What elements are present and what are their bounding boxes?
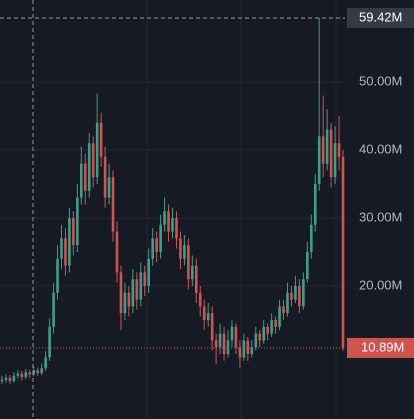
candle-body xyxy=(282,306,285,314)
candle-body xyxy=(194,265,198,293)
candle-body xyxy=(44,357,47,369)
candle-body xyxy=(12,375,16,382)
candle-body xyxy=(40,368,43,374)
candle-body xyxy=(64,238,67,266)
candles xyxy=(0,18,345,384)
candle-body xyxy=(266,326,269,334)
candle-body xyxy=(313,184,317,225)
candle-body xyxy=(238,347,242,358)
candle-body xyxy=(290,292,293,300)
candle-body xyxy=(278,306,281,327)
candle-body xyxy=(242,340,246,358)
candle-body xyxy=(286,292,289,314)
candle-body xyxy=(191,265,194,280)
candle-body xyxy=(246,340,250,354)
candle-body xyxy=(270,319,273,334)
candle-body xyxy=(306,251,309,280)
last-price-label: 10.89M xyxy=(361,339,404,354)
candle-body xyxy=(48,326,51,358)
crosshair-box xyxy=(347,7,414,28)
candle-body xyxy=(325,129,329,164)
candle-body xyxy=(341,156,345,348)
candle-body xyxy=(337,143,341,157)
candle-body xyxy=(4,377,8,380)
candle-body xyxy=(210,313,214,341)
candle-body xyxy=(171,217,174,232)
y-tick-label: 50.00M xyxy=(359,73,402,88)
candle-body xyxy=(262,326,265,341)
candle-body xyxy=(56,258,59,293)
candle-body xyxy=(76,197,79,246)
candle-body xyxy=(206,313,210,320)
candle-body xyxy=(91,143,95,178)
candle-body xyxy=(151,238,154,259)
candle-body xyxy=(298,285,301,307)
candle-body xyxy=(115,231,119,273)
candle-body xyxy=(0,379,4,382)
crosshair-label: 59.42M xyxy=(359,9,402,24)
candle-body xyxy=(103,156,107,198)
candle-body xyxy=(159,224,162,252)
candle-body xyxy=(155,238,158,252)
candle-body xyxy=(131,279,135,307)
candle-body xyxy=(147,258,151,286)
candle-body xyxy=(317,136,321,185)
candle-body xyxy=(175,217,178,239)
candle-body xyxy=(28,372,32,375)
candle-body xyxy=(16,373,20,376)
candle-body xyxy=(309,224,313,252)
candle-body xyxy=(179,238,182,259)
candle-body xyxy=(254,333,258,348)
candle-body xyxy=(218,333,222,348)
candle-body xyxy=(107,177,111,198)
y-tick-label: 20.00M xyxy=(359,277,402,292)
candle-body xyxy=(321,136,325,164)
candle-body xyxy=(274,319,277,327)
candle-body xyxy=(198,292,202,307)
candle-body xyxy=(123,292,127,314)
candle-body xyxy=(163,211,166,225)
candle-body xyxy=(135,279,139,300)
candle-body xyxy=(214,340,218,348)
y-tick-label: 40.00M xyxy=(359,141,402,156)
candle-body xyxy=(95,122,99,178)
candle-body xyxy=(119,272,123,314)
candle-body xyxy=(294,285,297,300)
candle-body xyxy=(87,143,91,191)
candle-body xyxy=(329,129,333,178)
y-tick-label: 30.00M xyxy=(359,209,402,224)
candle-body xyxy=(24,372,28,378)
candle-body xyxy=(20,373,24,378)
candle-body xyxy=(333,143,337,178)
candle-body xyxy=(8,377,12,382)
candle-body xyxy=(230,326,234,341)
candle-body xyxy=(111,177,115,232)
candle-body xyxy=(127,292,131,307)
candle-body xyxy=(60,238,63,259)
candle-body xyxy=(202,306,206,320)
candle-body xyxy=(167,211,170,232)
candle-body xyxy=(250,347,254,354)
candle-body xyxy=(32,370,36,375)
candle-body xyxy=(99,122,103,157)
candle-body xyxy=(234,326,238,348)
candle-body xyxy=(258,333,262,341)
candle-body xyxy=(302,279,305,307)
candle-body xyxy=(183,245,186,259)
last-price-box xyxy=(347,337,414,358)
candle-body xyxy=(222,333,226,354)
candle-body xyxy=(80,163,83,198)
candle-body xyxy=(143,272,147,286)
candle-body xyxy=(187,245,190,280)
candle-body xyxy=(72,217,75,246)
candle-body xyxy=(139,272,143,300)
candle-body xyxy=(52,292,55,327)
candle-body xyxy=(83,163,87,191)
candle-body xyxy=(36,370,39,374)
candle-body xyxy=(226,340,230,354)
candle-body xyxy=(68,217,71,266)
